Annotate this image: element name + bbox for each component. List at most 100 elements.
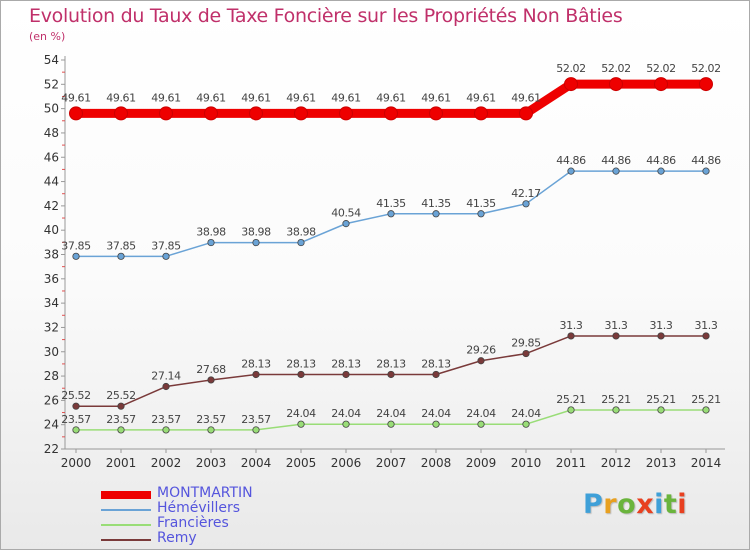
y-tick-label: 26	[44, 393, 59, 407]
legend-swatch	[101, 539, 151, 541]
data-point	[609, 77, 623, 92]
data-label: 24.04	[286, 407, 316, 420]
x-tick-label: 2009	[466, 456, 497, 470]
x-tick-label: 2001	[106, 456, 137, 470]
x-tick-label: 2014	[691, 456, 722, 470]
x-tick-label: 2000	[61, 456, 92, 470]
data-point	[342, 420, 350, 428]
data-point	[702, 332, 710, 340]
data-label: 40.54	[331, 207, 361, 220]
data-point	[252, 370, 260, 379]
data-label: 38.98	[286, 226, 316, 239]
data-point	[432, 370, 440, 379]
data-point	[117, 402, 125, 410]
logo-letter: r	[603, 489, 618, 520]
data-label: 24.04	[376, 407, 406, 420]
data-point	[117, 426, 125, 434]
data-label: 44.86	[601, 154, 631, 167]
data-label: 31.3	[605, 319, 628, 332]
data-label: 44.86	[646, 154, 676, 167]
data-point	[567, 332, 575, 340]
x-tick-label: 2007	[376, 456, 407, 470]
x-tick-label: 2010	[511, 456, 542, 470]
data-point	[207, 238, 215, 247]
y-tick-label: 52	[44, 77, 59, 91]
y-tick-label: 46	[44, 150, 59, 164]
data-label: 49.61	[331, 91, 361, 104]
data-point	[249, 106, 263, 121]
data-label: 24.04	[511, 407, 541, 420]
data-label: 29.85	[511, 337, 541, 350]
data-point	[657, 167, 665, 175]
y-tick-label: 44	[44, 175, 59, 189]
legend-swatch	[101, 491, 151, 499]
x-tick-label: 2013	[646, 456, 677, 470]
data-label: 28.13	[286, 357, 316, 370]
data-point	[429, 106, 443, 121]
data-point	[72, 252, 80, 260]
data-point	[477, 420, 485, 428]
data-label: 37.85	[151, 239, 181, 252]
data-label: 28.13	[331, 357, 361, 370]
y-tick-label: 40	[44, 223, 59, 237]
proxiti-logo: Proxiti	[583, 489, 687, 520]
data-label: 25.21	[556, 393, 586, 406]
data-point	[432, 210, 440, 218]
legend-label: Francières	[157, 515, 229, 531]
legend-label: Remy	[157, 530, 197, 546]
data-label: 52.02	[691, 62, 721, 75]
data-point	[342, 220, 350, 228]
data-label: 41.35	[376, 197, 406, 210]
data-point	[567, 406, 575, 414]
data-label: 49.61	[286, 91, 316, 104]
data-point	[519, 106, 533, 121]
data-label: 24.04	[466, 407, 496, 420]
data-label: 52.02	[646, 62, 676, 75]
x-tick-label: 2004	[241, 456, 272, 470]
data-label: 37.85	[106, 239, 136, 252]
data-point	[477, 357, 485, 365]
logo-letter: i	[677, 489, 688, 520]
data-label: 49.61	[241, 91, 271, 104]
data-point	[162, 426, 170, 434]
data-point	[474, 106, 488, 121]
data-point	[522, 200, 530, 208]
data-label: 49.61	[421, 91, 451, 104]
data-point	[699, 77, 713, 92]
data-label: 49.61	[196, 91, 226, 104]
data-label: 41.35	[421, 197, 451, 210]
data-label: 23.57	[151, 413, 181, 426]
data-point	[522, 420, 530, 428]
data-point	[162, 382, 170, 391]
data-point	[612, 406, 620, 414]
data-point	[702, 167, 710, 175]
x-tick-label: 2002	[151, 456, 182, 470]
y-tick-label: 48	[44, 126, 59, 140]
x-tick-label: 2011	[556, 456, 587, 470]
y-tick-label: 30	[44, 345, 59, 359]
data-point	[162, 252, 170, 260]
data-point	[72, 426, 80, 434]
data-label: 31.3	[695, 319, 718, 332]
data-point	[207, 376, 215, 384]
data-point	[564, 77, 578, 92]
data-label: 31.3	[560, 319, 583, 332]
data-point	[72, 402, 80, 410]
legend-swatch	[101, 524, 151, 526]
data-label: 52.02	[556, 62, 586, 75]
data-label: 49.61	[106, 91, 136, 104]
data-label: 23.57	[61, 413, 91, 426]
x-tick-label: 2006	[331, 456, 362, 470]
data-point	[297, 238, 305, 247]
data-label: 28.13	[241, 357, 271, 370]
data-point	[384, 106, 398, 121]
logo-letter: o	[617, 489, 637, 520]
data-label: 31.3	[650, 319, 673, 332]
data-label: 44.86	[691, 154, 721, 167]
data-label: 38.98	[241, 226, 271, 239]
data-label: 23.57	[241, 413, 271, 426]
y-tick-label: 50	[44, 102, 59, 116]
data-label: 28.13	[376, 357, 406, 370]
data-label: 24.04	[421, 407, 451, 420]
